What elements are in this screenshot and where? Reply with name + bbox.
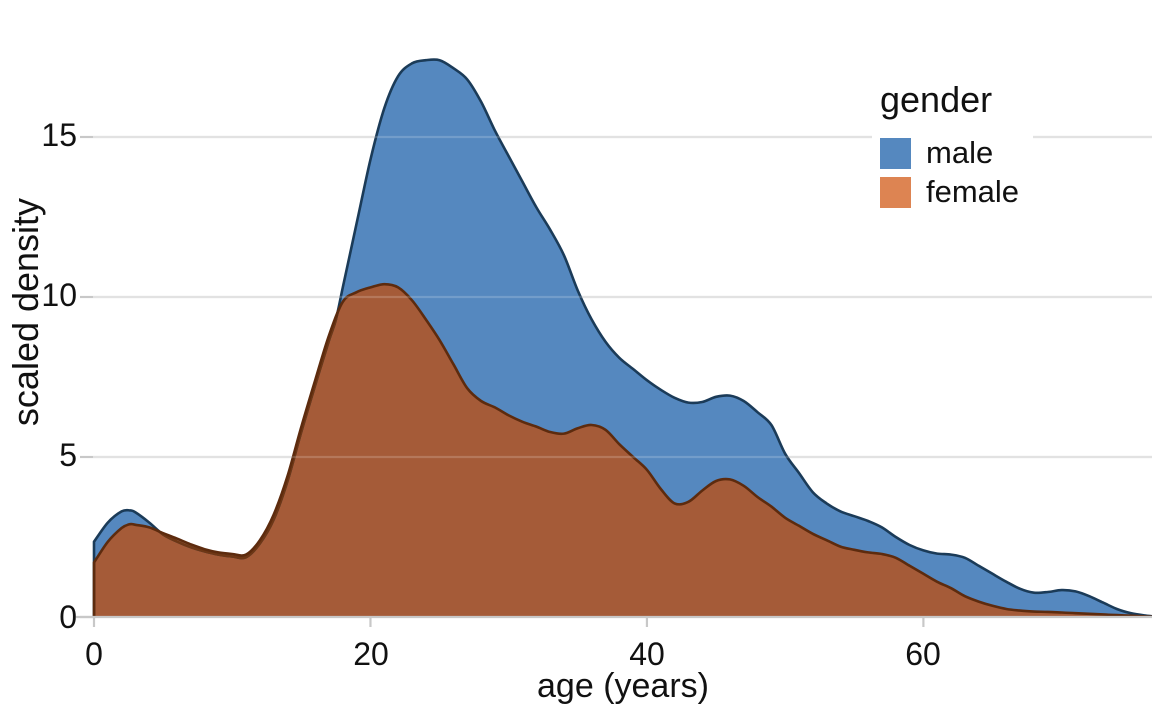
female-swatch (880, 176, 911, 208)
y-tick-label-15: 15 (41, 117, 77, 153)
legend-item-male: male (880, 136, 1019, 170)
legend: gender male female (872, 76, 1034, 224)
legend-title: gender (880, 79, 993, 120)
legend-label-male: male (926, 135, 994, 170)
legend-label-female: female (926, 174, 1020, 209)
x-tick-label-40: 40 (629, 636, 665, 672)
y-tick-label-0: 0 (59, 599, 77, 635)
overlap-area (94, 284, 1152, 617)
x-tick-label-0: 0 (85, 636, 103, 672)
legend-item-female: female (880, 175, 1019, 209)
y-tick-label-10: 10 (41, 277, 77, 313)
x-tick-label-20: 20 (353, 636, 389, 672)
female-density-edge (92, 282, 1152, 618)
x-axis-title: age (years) (537, 667, 709, 705)
x-tick-label-60: 60 (905, 636, 941, 672)
y-tick-label-5: 5 (59, 437, 77, 473)
male-swatch (880, 137, 911, 169)
